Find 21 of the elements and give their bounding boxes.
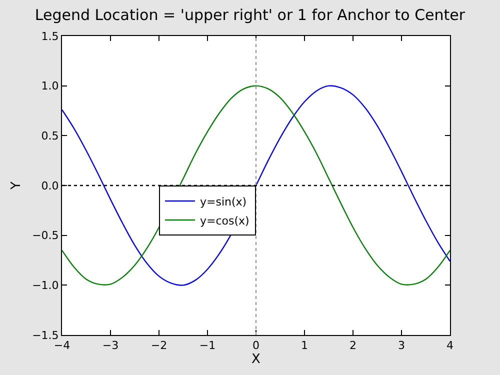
x-tick-label: 3 — [398, 339, 405, 352]
x-tick-label: 4 — [446, 339, 454, 352]
x-axis-title: X — [252, 352, 261, 368]
legend-label: y=sin(x) — [200, 195, 247, 208]
y-tick-label: −1.0 — [32, 279, 59, 292]
y-tick-label: −0.5 — [32, 229, 59, 242]
x-tick-label: −1 — [199, 339, 216, 352]
x-tick-label: −3 — [102, 339, 119, 352]
x-tick-label: 0 — [252, 339, 260, 352]
y-tick-label: 1.5 — [41, 30, 59, 43]
y-tick-label: 1.0 — [41, 80, 59, 93]
x-tick-label: −4 — [54, 339, 70, 352]
x-tick-label: 1 — [301, 339, 308, 352]
x-tick-label: −2 — [150, 339, 168, 352]
y-tick-label: 0.0 — [41, 179, 59, 192]
y-tick-label: −1.5 — [32, 328, 59, 342]
y-axis-title: Y — [9, 181, 24, 190]
y-tick-label: 0.5 — [41, 130, 59, 143]
x-tick-label: 2 — [350, 339, 356, 352]
legend-label: y=cos(x) — [200, 214, 250, 228]
chart-title: Legend Location = 'upper right' or 1 for Anchor to Center — [34, 6, 466, 24]
